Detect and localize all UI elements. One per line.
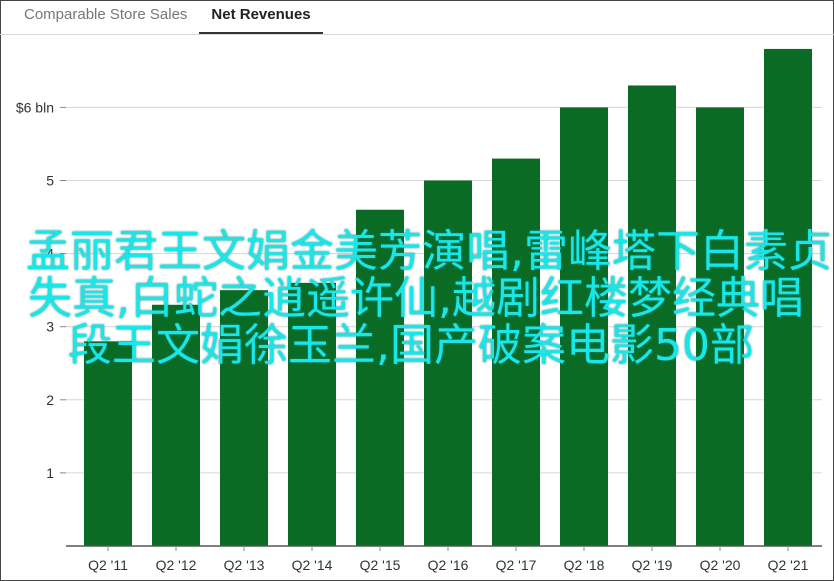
x-tick-label: Q2 '18 <box>564 557 605 573</box>
tab-bar: Comparable Store Sales Net Revenues <box>12 0 323 34</box>
bar <box>424 180 472 546</box>
bar <box>356 209 404 547</box>
x-tick-label: Q2 '20 <box>700 557 741 573</box>
bar <box>152 304 200 546</box>
tab-comparable-store-sales[interactable]: Comparable Store Sales <box>24 6 188 23</box>
y-tick-label: 3 <box>46 319 54 335</box>
y-tick-label: 2 <box>46 392 54 408</box>
x-tick-label: Q2 '16 <box>428 557 469 573</box>
tabs-divider <box>0 34 834 35</box>
bar <box>492 158 540 546</box>
x-tick-label: Q2 '19 <box>632 557 673 573</box>
bar <box>696 107 744 547</box>
x-tick-label: Q2 '12 <box>156 557 197 573</box>
x-tick-label: Q2 '21 <box>768 557 809 573</box>
y-tick-label: 5 <box>46 173 54 189</box>
x-tick-label: Q2 '15 <box>360 557 401 573</box>
x-tick-label: Q2 '13 <box>224 557 265 573</box>
bar <box>84 341 132 546</box>
y-tick-label: $6 bln <box>16 99 54 115</box>
bar <box>288 282 336 546</box>
bar <box>764 48 812 547</box>
x-tick-label: Q2 '14 <box>292 557 333 573</box>
x-tick-label: Q2 '11 <box>88 557 128 573</box>
bar <box>560 107 608 547</box>
y-tick-label: 4 <box>46 246 54 262</box>
tab-net-revenues[interactable]: Net Revenues <box>199 0 323 34</box>
y-tick-label: 1 <box>46 465 54 481</box>
x-tick-label: Q2 '17 <box>496 557 537 573</box>
bar <box>628 85 676 546</box>
bar <box>220 290 268 546</box>
